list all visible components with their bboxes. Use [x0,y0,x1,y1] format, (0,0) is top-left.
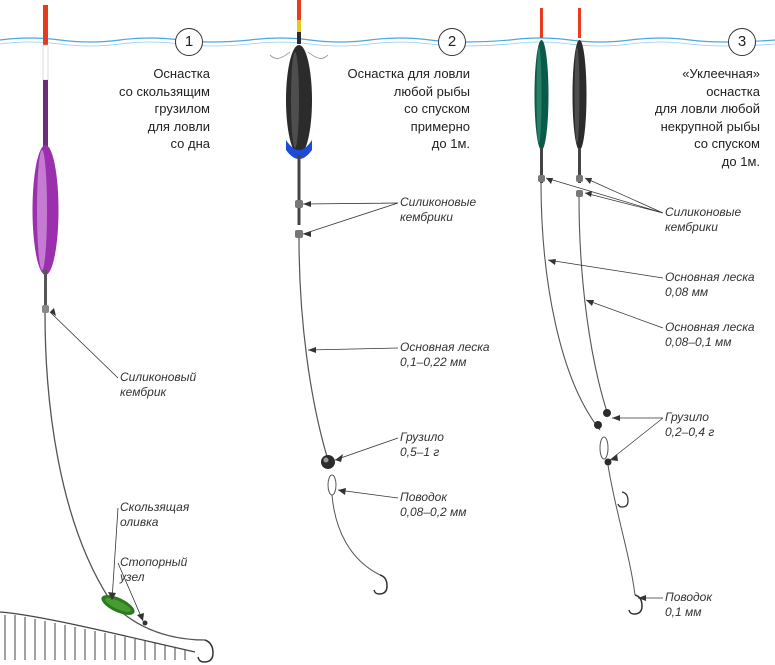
t1l3: для ловли [148,119,210,134]
t1l1: со скользящим [119,84,210,99]
panel-number-3: 3 [728,28,756,56]
panel-number-1: 1 [175,28,203,56]
label-leader-2: Поводок0,08–0,2 мм [400,490,467,520]
label-leader-3: Поводок0,1 мм [665,590,712,620]
t2l4: до 1м. [432,136,470,151]
rig-panel-3: 3 «Уклеечная» оснастка для ловли любой н… [510,0,775,665]
t2l2: со спуском [404,101,470,116]
t1l4: со дна [171,136,210,151]
label-stopper: Стопорныйузел [120,555,187,585]
label-silicone-1: Силиконовыйкембрик [120,370,196,400]
t1l2: грузилом [155,101,210,116]
label-mainline-2: Основная леска0,1–0,22 мм [400,340,490,370]
t3l4: со спуском [694,136,760,151]
panel-title-3: «Уклеечная» оснастка для ловли любой нек… [620,65,760,170]
t2l0: Оснастка для ловли [347,66,470,81]
panel-title-2: Оснастка для ловли любой рыбы со спуском… [335,65,470,153]
t3l2: для ловли любой [655,101,760,116]
label-olive: Скользящаяоливка [120,500,189,530]
label-mainline-3b: Основная леска0,08–0,1 мм [665,320,755,350]
t1l0: Оснастка [153,66,210,81]
label-mainline-3a: Основная леска0,08 мм [665,270,755,300]
t3l3: некрупной рыбы [661,119,760,134]
t3l1: оснастка [706,84,760,99]
panel-title-1: Оснастка со скользящим грузилом для ловл… [95,65,210,153]
t2l3: примерно [411,119,470,134]
label-sleeves-2: Силиконовыекембрики [400,195,476,225]
t2l1: любой рыбы [394,84,470,99]
t3l5: до 1м. [722,154,760,169]
panel-number-2: 2 [438,28,466,56]
t3l0: «Уклеечная» [682,66,760,81]
label-weight-3: Грузило0,2–0,4 г [665,410,714,440]
rig-panel-2: 2 Оснастка для ловли любой рыбы со спуск… [250,0,510,665]
rig-panel-1: 1 Оснастка со скользящим грузилом для ло… [0,0,250,665]
label-sleeves-3: Силиконовыекембрики [665,205,741,235]
label-weight-2: Грузило0,5–1 г [400,430,444,460]
